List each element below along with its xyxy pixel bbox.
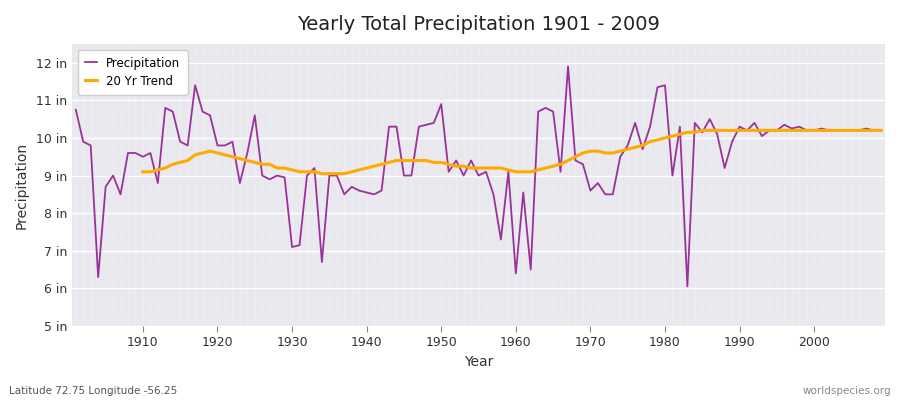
20 Yr Trend (279, 166, 290, 170)
Text: Latitude 72.75 Longitude -56.25: Latitude 72.75 Longitude -56.25 (9, 386, 177, 396)
20 Yr Trend (526, 169, 536, 174)
X-axis label: Year: Year (464, 355, 493, 369)
Precipitation (608, 192, 618, 197)
20 Yr Trend (853, 128, 864, 133)
Precipitation (503, 169, 514, 174)
Line: 20 Yr Trend: 20 Yr Trend (143, 130, 881, 174)
20 Yr Trend (585, 149, 596, 154)
20 Yr Trend (831, 128, 842, 133)
Legend: Precipitation, 20 Yr Trend: Precipitation, 20 Yr Trend (78, 50, 187, 95)
Precipitation (562, 64, 573, 69)
Precipitation (339, 192, 350, 197)
20 Yr Trend (138, 169, 148, 174)
Precipitation (682, 284, 693, 289)
Text: worldspecies.org: worldspecies.org (803, 386, 891, 396)
20 Yr Trend (697, 128, 707, 133)
Y-axis label: Precipitation: Precipitation (15, 141, 29, 228)
20 Yr Trend (317, 171, 328, 176)
Precipitation (510, 271, 521, 276)
Precipitation (130, 150, 141, 155)
Precipitation (294, 243, 305, 248)
Title: Yearly Total Precipitation 1901 - 2009: Yearly Total Precipitation 1901 - 2009 (297, 15, 660, 34)
20 Yr Trend (876, 128, 886, 133)
Precipitation (876, 128, 886, 133)
Line: Precipitation: Precipitation (76, 66, 881, 286)
20 Yr Trend (309, 169, 320, 174)
Precipitation (70, 107, 81, 112)
